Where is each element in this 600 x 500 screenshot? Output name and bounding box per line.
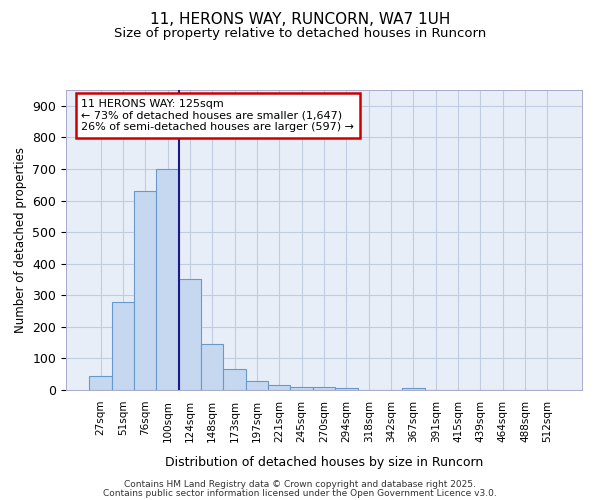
Bar <box>201 344 223 390</box>
Bar <box>112 302 134 390</box>
Y-axis label: Number of detached properties: Number of detached properties <box>14 147 27 333</box>
Text: 11 HERONS WAY: 125sqm
← 73% of detached houses are smaller (1,647)
26% of semi-d: 11 HERONS WAY: 125sqm ← 73% of detached … <box>82 99 355 132</box>
Text: Distribution of detached houses by size in Runcorn: Distribution of detached houses by size … <box>165 456 483 469</box>
Bar <box>335 388 358 390</box>
Bar <box>89 376 112 390</box>
Text: Size of property relative to detached houses in Runcorn: Size of property relative to detached ho… <box>114 28 486 40</box>
Bar <box>290 387 313 390</box>
Bar <box>313 387 335 390</box>
Bar <box>134 191 157 390</box>
Bar <box>402 388 425 390</box>
Bar <box>223 370 246 390</box>
Text: 11, HERONS WAY, RUNCORN, WA7 1UH: 11, HERONS WAY, RUNCORN, WA7 1UH <box>150 12 450 28</box>
Bar <box>179 280 201 390</box>
Bar <box>268 386 290 390</box>
Bar <box>246 380 268 390</box>
Text: Contains public sector information licensed under the Open Government Licence v3: Contains public sector information licen… <box>103 488 497 498</box>
Bar <box>157 169 179 390</box>
Text: Contains HM Land Registry data © Crown copyright and database right 2025.: Contains HM Land Registry data © Crown c… <box>124 480 476 489</box>
